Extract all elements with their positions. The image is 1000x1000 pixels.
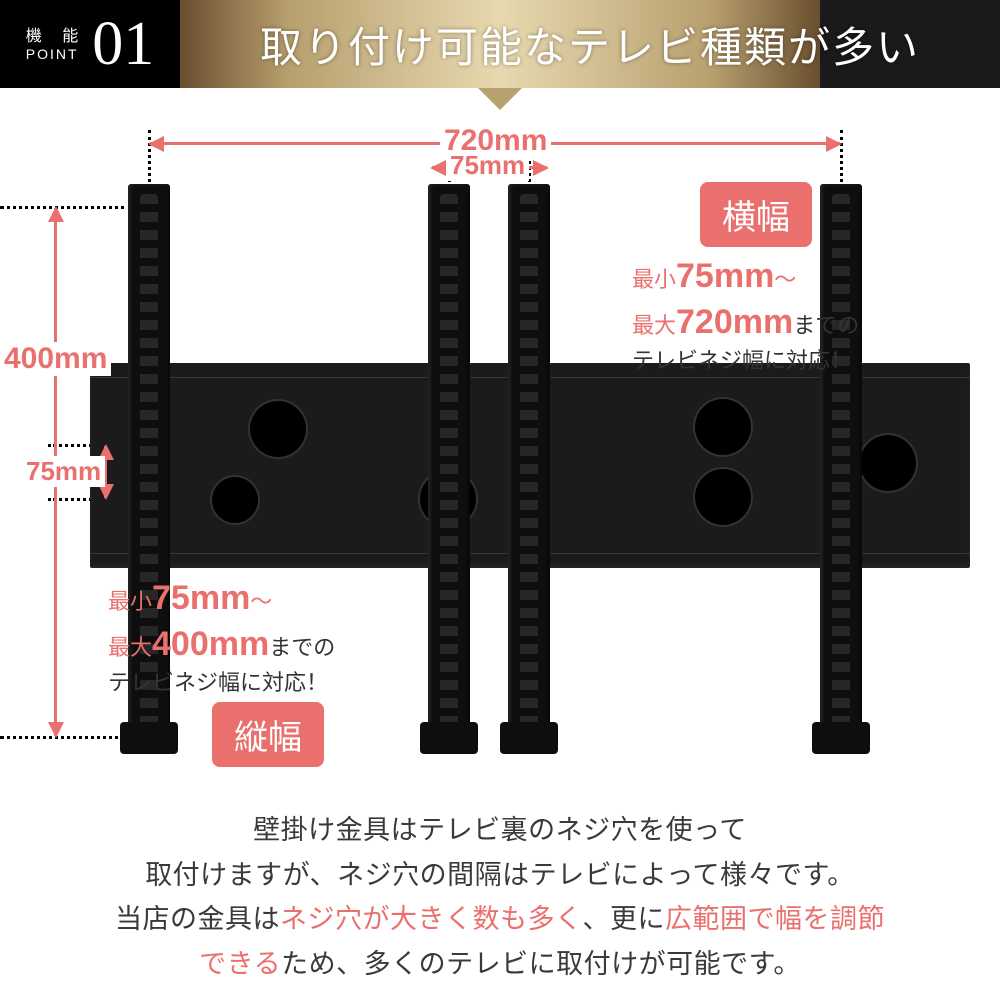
width-spec-text: 最小75mm～ 最大720mmまでの テレビネジ幅に対応！ [632, 254, 859, 375]
rail-3 [508, 184, 550, 750]
height-spec-text: 最小75mm～ 最大400mmまでの テレビネジ幅に対応！ [108, 576, 335, 697]
badge-height: 縦幅 [212, 702, 324, 767]
point-number: 01 [92, 13, 154, 75]
dim-label-height-outer: 400mm [0, 342, 111, 376]
footer-line-4b: ため、多くのテレビに取付けが可能です。 [281, 949, 801, 979]
kinou-label: 機 能 [26, 29, 86, 45]
dotted-guide [0, 206, 132, 209]
point-number-block: 機 能 POINT 01 [0, 0, 180, 88]
plate-hole [695, 399, 751, 455]
footer-line-2: 取付けますが、ネジ穴の間隔はテレビによって様々です。 [145, 860, 855, 890]
plate-hole [250, 401, 306, 457]
point-word: POINT [26, 47, 86, 61]
dim-label-width-inner: 75mm [446, 150, 529, 181]
footer-line-4a: できる [199, 949, 281, 979]
badge-width: 横幅 [700, 182, 812, 247]
footer-description: 壁掛け金具はテレビ裏のネジ穴を使って 取付けますが、ネジ穴の間隔はテレビによって… [0, 808, 1000, 986]
footer-line-3d: 広範囲で幅を調節 [665, 904, 885, 934]
dotted-guide [0, 736, 132, 739]
header-title: 取り付け可能なテレビ種類が多い [180, 14, 1000, 75]
footer-line-3c: 、更に [583, 904, 666, 934]
footer-line-3a: 当店の金具は [115, 904, 280, 934]
plate-hole [212, 477, 258, 523]
rail-2 [428, 184, 470, 750]
dim-label-height-inner: 75mm [22, 456, 105, 487]
plate-hole [860, 435, 916, 491]
footer-line-1: 壁掛け金具はテレビ裏のネジ穴を使って [253, 815, 747, 845]
header-band: 機 能 POINT 01 取り付け可能なテレビ種類が多い [0, 0, 1000, 88]
footer-line-3b: ネジ穴が大きく数も多く [280, 904, 583, 934]
plate-hole [695, 469, 751, 525]
diagram-area: 720mm 75mm 400mm 75mm 横幅 最小75mm～ 最大720mm… [0, 88, 1000, 778]
